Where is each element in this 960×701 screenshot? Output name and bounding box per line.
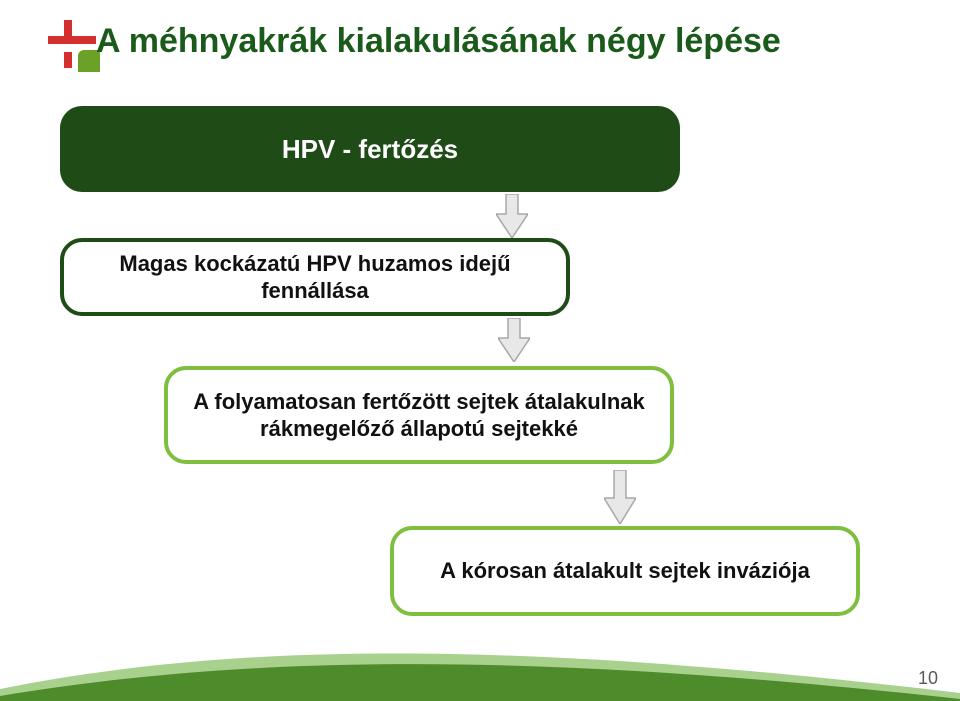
step-1-box: HPV - fertőzés: [60, 106, 680, 192]
step-4-label: A kórosan átalakult sejtek inváziója: [440, 557, 810, 585]
arrow-1-icon: [496, 194, 528, 238]
step-2-box: Magas kockázatú HPV huzamos idejű fennál…: [60, 238, 570, 316]
logo-cross: [48, 20, 96, 68]
page-number: 10: [918, 668, 938, 689]
step-3-box: A folyamatosan fertőzött sejtek átalakul…: [164, 366, 674, 464]
step-3-label: A folyamatosan fertőzött sejtek átalakul…: [190, 388, 648, 443]
arrow-3-icon: [604, 470, 636, 524]
slide-title: A méhnyakrák kialakulásának négy lépése: [96, 22, 781, 61]
step-1-label: HPV - fertőzés: [282, 133, 458, 166]
slide: A méhnyakrák kialakulásának négy lépése …: [0, 0, 960, 701]
arrow-2-icon: [498, 318, 530, 362]
step-2-label: Magas kockázatú HPV huzamos idejű fennál…: [86, 250, 544, 305]
step-4-box: A kórosan átalakult sejtek inváziója: [390, 526, 860, 616]
